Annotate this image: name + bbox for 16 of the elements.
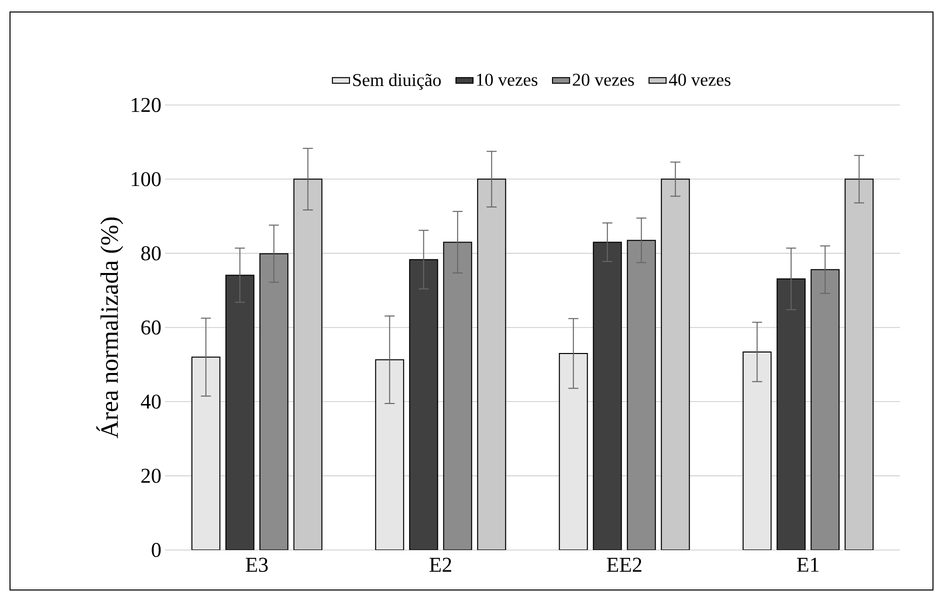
y-tick-label: 40: [140, 394, 161, 409]
x-tick-label: E1: [797, 558, 819, 572]
x-tick-label: EE2: [606, 558, 642, 572]
x-tick-label: E2: [430, 558, 452, 572]
legend-label: 40 vezes: [668, 74, 730, 86]
legend-label: 10 vezes: [477, 74, 538, 86]
y-axis-title: Área normalizada (%): [96, 218, 124, 438]
y-tick-label: 60: [141, 320, 161, 335]
y-tick-label: 0: [152, 542, 161, 558]
y-tick-label: 120: [132, 98, 161, 112]
legend-label: Sem diuição: [353, 73, 441, 90]
y-tick-label: 20: [141, 468, 161, 483]
legend-label: 20 vezes: [572, 74, 634, 86]
y-tick-label: 100: [132, 172, 161, 186]
y-tick-label: 80: [141, 246, 161, 260]
x-tick-label: E3: [246, 558, 268, 572]
